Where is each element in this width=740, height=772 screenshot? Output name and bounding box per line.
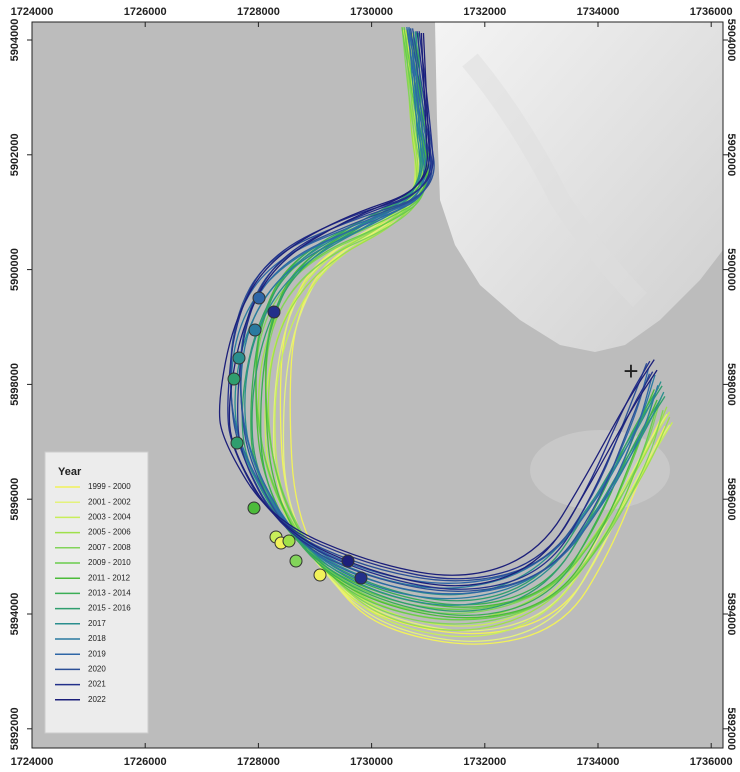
y-tick-label-left: 5892000 [9, 707, 21, 750]
legend-label: 2007 - 2008 [88, 543, 131, 552]
spit-marker [341, 554, 355, 568]
y-tick-label-right: 5904000 [725, 19, 737, 62]
x-tick-label-top: 1726000 [124, 6, 167, 18]
y-tick-label-left: 5898000 [9, 363, 21, 406]
y-tick-label-left: 5904000 [9, 19, 21, 62]
legend-box [44, 451, 149, 734]
legend-label: 2019 [88, 649, 106, 658]
x-tick-label-top: 1724000 [11, 6, 54, 18]
spit-marker [248, 323, 262, 337]
spit-marker [252, 291, 266, 305]
y-tick-label-right: 5902000 [725, 133, 737, 176]
legend-label: 2003 - 2004 [88, 513, 131, 522]
y-tick-label-right: 5900000 [725, 248, 737, 291]
spit-marker [232, 351, 246, 365]
legend-label: 1999 - 2000 [88, 482, 131, 491]
y-tick-label-left: 5900000 [9, 248, 21, 291]
x-tick-label-bottom: 1730000 [350, 756, 393, 768]
spit-marker [282, 534, 296, 548]
marker-cross: + [623, 356, 638, 386]
spit-marker [247, 501, 261, 515]
frame [31, 21, 724, 749]
legend-label: 2001 - 2002 [88, 497, 131, 506]
x-tick-label-bottom: 1724000 [11, 756, 54, 768]
legend-label: 2020 [88, 665, 106, 674]
x-tick-label-top: 1734000 [577, 6, 620, 18]
y-tick-label-right: 5896000 [725, 478, 737, 521]
x-tick-label-bottom: 1726000 [124, 756, 167, 768]
y-tick-label-left: 5896000 [9, 478, 21, 521]
shoreline-track [218, 32, 655, 576]
x-tick-label-top: 1736000 [690, 6, 733, 18]
shoreline-track [237, 31, 654, 590]
spit-marker [313, 568, 327, 582]
shoreline-track [264, 27, 664, 625]
y-tick-label-left: 5894000 [9, 593, 21, 636]
legend-label: 2011 - 2012 [88, 573, 131, 582]
map-body [218, 22, 723, 645]
legend-title: Year [58, 466, 82, 478]
spit-marker [289, 554, 303, 568]
y-tick-label-left: 5902000 [9, 133, 21, 176]
legend-label: 2022 [88, 695, 106, 704]
legend-label: 2021 [88, 680, 106, 689]
legend-label: 2015 - 2016 [88, 604, 131, 613]
y-tick-label-right: 5892000 [725, 707, 737, 750]
x-tick-label-top: 1732000 [463, 6, 506, 18]
legend-label: 2018 [88, 634, 106, 643]
spit-marker [354, 571, 368, 585]
shoreline-track [264, 27, 659, 621]
x-tick-label-bottom: 1728000 [237, 756, 280, 768]
legend-label: 2005 - 2006 [88, 528, 131, 537]
shoreline-track [255, 27, 656, 611]
x-tick-label-bottom: 1732000 [463, 756, 506, 768]
x-tick-label-top: 1728000 [237, 6, 280, 18]
y-tick-label-right: 5898000 [725, 363, 737, 406]
legend-label: 2017 [88, 619, 106, 628]
shoreline-track [255, 27, 661, 615]
y-tick-label-right: 5894000 [725, 593, 737, 636]
x-tick-label-bottom: 1736000 [690, 756, 733, 768]
legend-label: 2013 - 2014 [88, 589, 131, 598]
shoreline-track [240, 28, 651, 592]
x-tick-label-bottom: 1734000 [577, 756, 620, 768]
shoreline-track [228, 32, 658, 587]
x-tick-label-top: 1730000 [350, 6, 393, 18]
spit-marker [227, 372, 241, 386]
land-texture [462, 53, 648, 308]
spit-marker [230, 436, 244, 450]
shoreline-track [239, 26, 653, 595]
spit-marker [267, 305, 281, 319]
legend-label: 2009 - 2010 [88, 558, 131, 567]
